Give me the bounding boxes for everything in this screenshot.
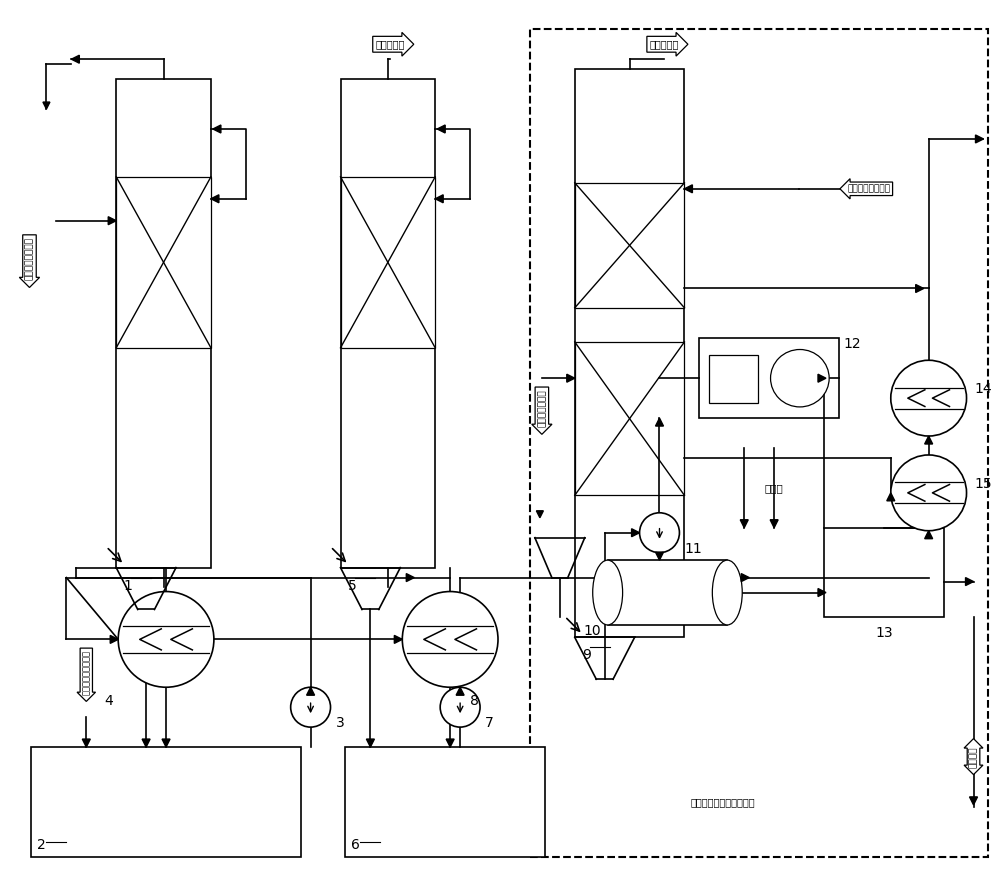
Circle shape	[440, 687, 480, 727]
Ellipse shape	[712, 560, 742, 625]
Circle shape	[640, 512, 679, 552]
Text: 7: 7	[485, 716, 494, 730]
Polygon shape	[366, 739, 374, 747]
Bar	[341, 177, 435, 348]
Polygon shape	[684, 185, 692, 193]
Ellipse shape	[593, 560, 623, 625]
Polygon shape	[966, 577, 974, 585]
Text: 去二次转化: 去二次转化	[650, 39, 679, 49]
Text: 硫酸产品: 硫酸产品	[969, 746, 978, 768]
Text: 2: 2	[37, 837, 46, 852]
Polygon shape	[887, 493, 895, 501]
Text: 来自一次转化气: 来自一次转化气	[537, 389, 546, 427]
Bar	[575, 342, 684, 496]
Polygon shape	[976, 135, 983, 143]
Polygon shape	[108, 217, 116, 225]
Text: 导入吸洗系统的硫酸: 导入吸洗系统的硫酸	[82, 650, 91, 694]
Text: 1: 1	[124, 579, 133, 592]
Bar	[31, 747, 301, 857]
Text: 15: 15	[975, 477, 992, 491]
Polygon shape	[818, 374, 826, 382]
Text: 来自净化工序烟气: 来自净化工序烟气	[25, 237, 34, 280]
Text: 11: 11	[684, 542, 702, 556]
Polygon shape	[741, 574, 749, 582]
Polygon shape	[818, 589, 826, 597]
Bar	[341, 79, 435, 567]
Bar	[608, 560, 727, 625]
Polygon shape	[925, 531, 933, 539]
Polygon shape	[43, 102, 50, 109]
Polygon shape	[394, 636, 402, 644]
Polygon shape	[536, 511, 543, 518]
Polygon shape	[446, 739, 454, 747]
Polygon shape	[211, 194, 219, 202]
Text: 13: 13	[875, 626, 893, 640]
Text: 8: 8	[470, 694, 479, 709]
Polygon shape	[82, 739, 90, 747]
Polygon shape	[213, 125, 221, 133]
Polygon shape	[142, 739, 150, 747]
Text: 工艺水: 工艺水	[765, 483, 784, 493]
Text: 4: 4	[104, 694, 113, 709]
Polygon shape	[656, 552, 663, 560]
Polygon shape	[632, 528, 640, 536]
Circle shape	[118, 591, 214, 687]
Text: 3: 3	[336, 716, 344, 730]
Text: 6: 6	[351, 837, 360, 852]
Text: 来自二吸塔循环酸: 来自二吸塔循环酸	[847, 185, 890, 194]
Polygon shape	[71, 55, 79, 63]
Bar	[699, 338, 839, 418]
Bar	[824, 527, 944, 617]
Polygon shape	[456, 687, 464, 695]
Circle shape	[402, 591, 498, 687]
Polygon shape	[437, 125, 445, 133]
Polygon shape	[110, 636, 118, 644]
Text: 9: 9	[582, 648, 591, 662]
Polygon shape	[770, 519, 778, 527]
Polygon shape	[435, 194, 443, 202]
Text: 去一次转化: 去一次转化	[376, 39, 405, 49]
Polygon shape	[567, 374, 575, 382]
Bar	[530, 29, 988, 857]
Bar	[116, 177, 211, 348]
Circle shape	[891, 361, 967, 436]
Polygon shape	[162, 739, 170, 747]
Text: 12: 12	[844, 337, 862, 352]
Bar	[116, 79, 211, 567]
Polygon shape	[740, 519, 748, 527]
Text: 14: 14	[975, 382, 992, 396]
Bar	[345, 747, 545, 857]
Polygon shape	[970, 797, 978, 805]
Ellipse shape	[771, 350, 829, 407]
Circle shape	[891, 455, 967, 531]
Polygon shape	[307, 687, 315, 695]
Polygon shape	[656, 418, 663, 426]
Polygon shape	[406, 574, 414, 582]
Text: 10: 10	[584, 624, 602, 638]
Circle shape	[291, 687, 331, 727]
Polygon shape	[925, 436, 933, 444]
Text: 5: 5	[348, 579, 357, 592]
Text: 已设置的低温热回收系统: 已设置的低温热回收系统	[690, 797, 755, 807]
Polygon shape	[916, 284, 924, 292]
Bar	[575, 69, 684, 638]
Bar	[575, 183, 684, 308]
Bar	[709, 355, 758, 403]
